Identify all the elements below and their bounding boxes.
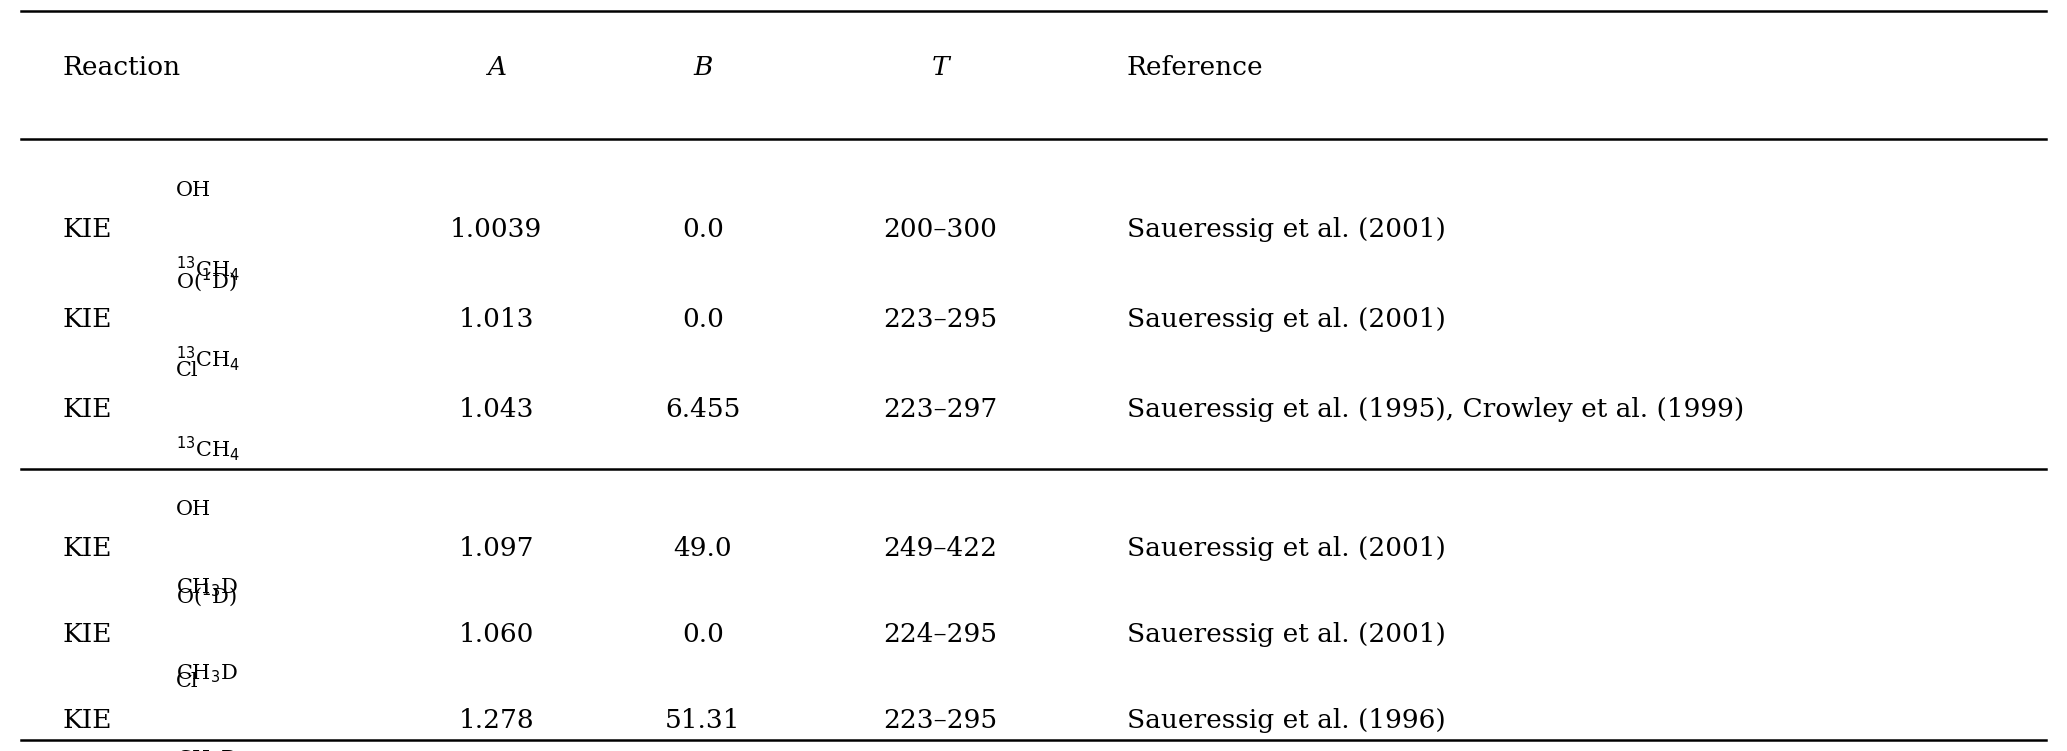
Text: CH$_3$D: CH$_3$D (176, 662, 238, 685)
Text: CH$_3$D: CH$_3$D (176, 749, 238, 751)
Text: Saueressig et al. (2001): Saueressig et al. (2001) (1127, 622, 1445, 647)
Text: $^{13}$CH$_4$: $^{13}$CH$_4$ (176, 434, 240, 463)
Text: O($^1$D): O($^1$D) (176, 582, 236, 609)
Text: Cl: Cl (176, 360, 198, 380)
Text: 223–295: 223–295 (883, 306, 998, 332)
Text: 200–300: 200–300 (883, 216, 998, 242)
Text: Saueressig et al. (1995), Crowley et al. (1999): Saueressig et al. (1995), Crowley et al.… (1127, 397, 1745, 422)
Text: 249–422: 249–422 (883, 535, 998, 561)
Text: CH$_3$D: CH$_3$D (176, 576, 238, 599)
Text: KIE: KIE (62, 708, 112, 734)
Text: KIE: KIE (62, 306, 112, 332)
Text: 0.0: 0.0 (682, 216, 723, 242)
Text: OH: OH (176, 180, 211, 200)
Text: 6.455: 6.455 (666, 397, 740, 422)
Text: 1.0039: 1.0039 (451, 216, 542, 242)
Text: KIE: KIE (62, 216, 112, 242)
Text: 49.0: 49.0 (674, 535, 732, 561)
Text: O($^1$D): O($^1$D) (176, 267, 236, 294)
Text: 0.0: 0.0 (682, 306, 723, 332)
Text: 1.043: 1.043 (459, 397, 533, 422)
Text: T: T (932, 55, 949, 80)
Text: A: A (486, 55, 506, 80)
Text: Reference: Reference (1127, 55, 1263, 80)
Text: 1.013: 1.013 (459, 306, 533, 332)
Text: Saueressig et al. (2001): Saueressig et al. (2001) (1127, 216, 1445, 242)
Text: 223–297: 223–297 (883, 397, 998, 422)
Text: $^{13}$CH$_4$: $^{13}$CH$_4$ (176, 254, 240, 282)
Text: KIE: KIE (62, 535, 112, 561)
Text: 224–295: 224–295 (883, 622, 998, 647)
Text: Saueressig et al. (1996): Saueressig et al. (1996) (1127, 708, 1445, 734)
Text: 223–295: 223–295 (883, 708, 998, 734)
Text: Saueressig et al. (2001): Saueressig et al. (2001) (1127, 535, 1445, 561)
Text: Cl: Cl (176, 672, 198, 692)
Text: 1.060: 1.060 (459, 622, 533, 647)
Text: 1.097: 1.097 (459, 535, 533, 561)
Text: 1.278: 1.278 (459, 708, 533, 734)
Text: KIE: KIE (62, 622, 112, 647)
Text: Saueressig et al. (2001): Saueressig et al. (2001) (1127, 306, 1445, 332)
Text: $^{13}$CH$_4$: $^{13}$CH$_4$ (176, 344, 240, 372)
Text: KIE: KIE (62, 397, 112, 422)
Text: 51.31: 51.31 (666, 708, 740, 734)
Text: OH: OH (176, 499, 211, 519)
Text: 0.0: 0.0 (682, 622, 723, 647)
Text: Reaction: Reaction (62, 55, 180, 80)
Text: B: B (692, 55, 713, 80)
